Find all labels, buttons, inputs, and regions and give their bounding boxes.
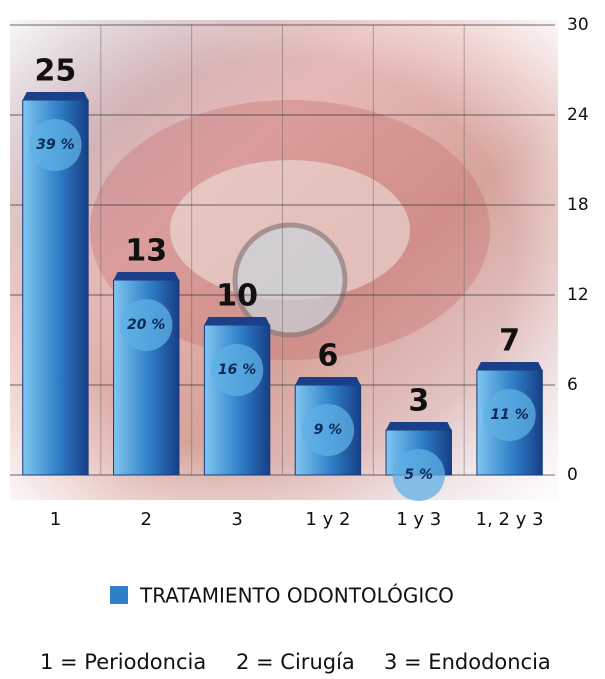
x-tick-label: 1 y 2 bbox=[305, 509, 350, 530]
share-label: 9 % bbox=[314, 422, 343, 438]
value-label: 3 bbox=[408, 384, 429, 419]
bar-top bbox=[295, 377, 361, 385]
bar-top bbox=[22, 92, 89, 100]
y-tick-label: 12 bbox=[567, 285, 589, 305]
share-label: 39 % bbox=[36, 137, 74, 153]
share-badge bbox=[120, 299, 173, 351]
value-label: 6 bbox=[317, 339, 338, 374]
y-tick-label: 24 bbox=[567, 105, 589, 125]
share-label: 20 % bbox=[127, 317, 165, 333]
note: 1 = Periodoncia bbox=[40, 650, 206, 674]
bar-top bbox=[386, 422, 452, 430]
y-tick-label: 6 bbox=[567, 375, 578, 395]
background-photo bbox=[10, 20, 558, 500]
value-label: 25 bbox=[35, 54, 77, 89]
x-tick-label: 1, 2 y 3 bbox=[476, 509, 544, 530]
y-tick-label: 18 bbox=[567, 195, 589, 215]
bar-top bbox=[204, 317, 270, 325]
x-tick-label: 2 bbox=[141, 509, 152, 530]
share-label: 11 % bbox=[490, 407, 528, 423]
share-label: 16 % bbox=[218, 362, 256, 378]
y-tick-label: 0 bbox=[567, 465, 578, 485]
x-tick-label: 1 y 3 bbox=[396, 509, 441, 530]
value-label: 10 bbox=[216, 279, 258, 314]
y-tick-label: 30 bbox=[567, 15, 589, 35]
share-badge bbox=[301, 404, 355, 456]
share-label: 5 % bbox=[404, 467, 433, 483]
note: 3 = Endodoncia bbox=[384, 650, 551, 674]
x-tick-label: 1 bbox=[50, 509, 61, 530]
value-label: 7 bbox=[499, 324, 520, 359]
x-tick-label: 3 bbox=[231, 509, 242, 530]
value-label: 13 bbox=[125, 234, 167, 269]
share-badge bbox=[29, 119, 82, 171]
bar-top bbox=[476, 362, 543, 370]
share-badge bbox=[210, 344, 264, 396]
note: 2 = Cirugía bbox=[236, 650, 355, 674]
share-badge bbox=[392, 449, 445, 501]
plot-area: 0 6 12 18 24 30 1 25 39 % 2 13 20 % 3 10 16 % 1 y 2 6 9 %… bbox=[10, 15, 589, 530]
share-badge bbox=[483, 389, 536, 441]
legend-label: TRATAMIENTO ODONTOLÓGICO bbox=[139, 584, 454, 608]
bar-top bbox=[113, 272, 179, 280]
legend-swatch bbox=[110, 586, 128, 604]
